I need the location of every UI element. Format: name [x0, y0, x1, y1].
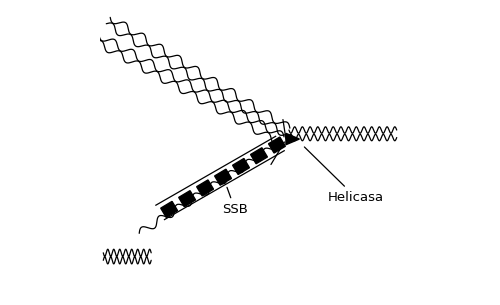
- Text: SSB: SSB: [222, 187, 248, 216]
- Polygon shape: [178, 191, 196, 207]
- Polygon shape: [232, 159, 250, 174]
- Polygon shape: [160, 201, 178, 217]
- Polygon shape: [268, 137, 285, 153]
- Polygon shape: [286, 133, 300, 145]
- Polygon shape: [250, 148, 268, 164]
- Polygon shape: [214, 169, 232, 185]
- Polygon shape: [196, 180, 214, 196]
- Text: Helicasa: Helicasa: [304, 147, 384, 204]
